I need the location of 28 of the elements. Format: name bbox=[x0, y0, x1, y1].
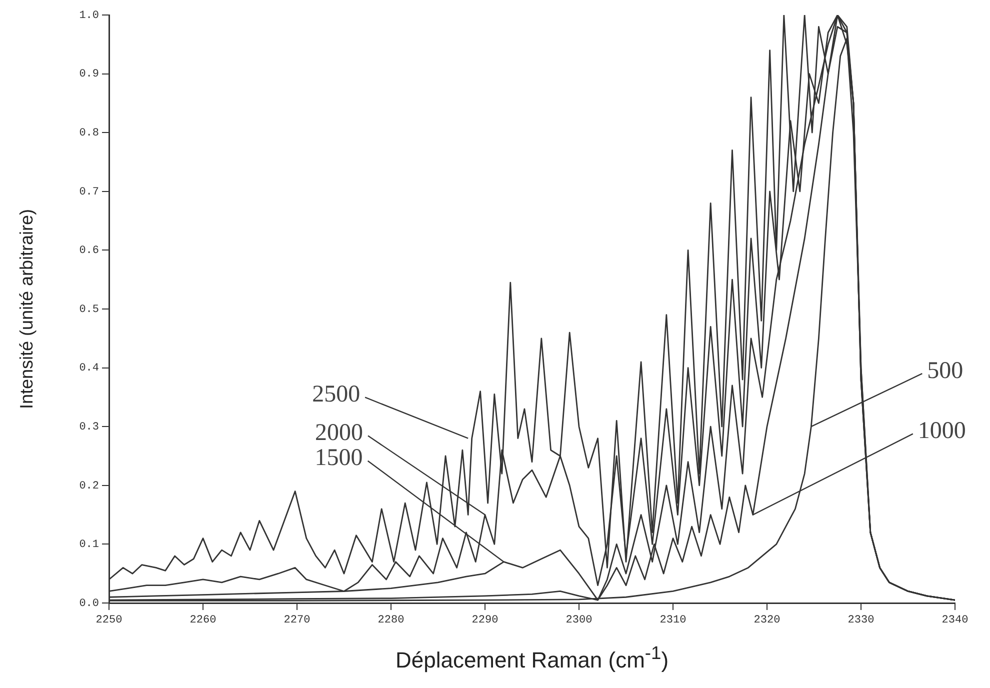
x-tick-label: 2260 bbox=[190, 614, 216, 627]
annotation: 2500 bbox=[312, 382, 360, 408]
annotation: 2000 bbox=[315, 420, 363, 446]
x-tick-label: 2300 bbox=[566, 614, 592, 627]
annotation: 1500 bbox=[314, 445, 363, 472]
x-tick-label: 2250 bbox=[96, 614, 122, 627]
y-tick-label: 0.8 bbox=[79, 128, 99, 140]
annotation: 500 bbox=[927, 358, 964, 384]
x-tick-label: 2330 bbox=[848, 614, 874, 627]
y-tick-label: 1.0 bbox=[79, 10, 99, 22]
x-axis-title: Déplacement Raman (cm$^{-1}$) bbox=[394, 642, 670, 674]
x-tick-label: 2320 bbox=[754, 614, 780, 627]
y-tick-label: 0.3 bbox=[79, 422, 99, 434]
x-tick-label: 2280 bbox=[378, 614, 404, 627]
y-tick-label: 0.4 bbox=[79, 362, 100, 375]
y-tick-label: 0.1 bbox=[79, 539, 100, 552]
annotation: 1000 bbox=[918, 418, 966, 444]
y-tick-label: 0.0 bbox=[79, 598, 99, 610]
y-axis-title: Intensité (unité arbitraire) bbox=[16, 208, 38, 410]
x-tick-label: 2290 bbox=[472, 614, 498, 627]
y-tick-label: 0.7 bbox=[79, 186, 99, 198]
y-tick-label: 0.5 bbox=[79, 304, 99, 316]
y-tick-label: 0.2 bbox=[79, 480, 99, 492]
y-tick-label: 0.6 bbox=[79, 245, 99, 258]
x-tick-label: 2340 bbox=[942, 614, 968, 627]
x-tick-label: 2270 bbox=[284, 614, 310, 627]
y-tick-label: 0.9 bbox=[79, 68, 99, 81]
x-tick-label: 2310 bbox=[660, 614, 686, 627]
